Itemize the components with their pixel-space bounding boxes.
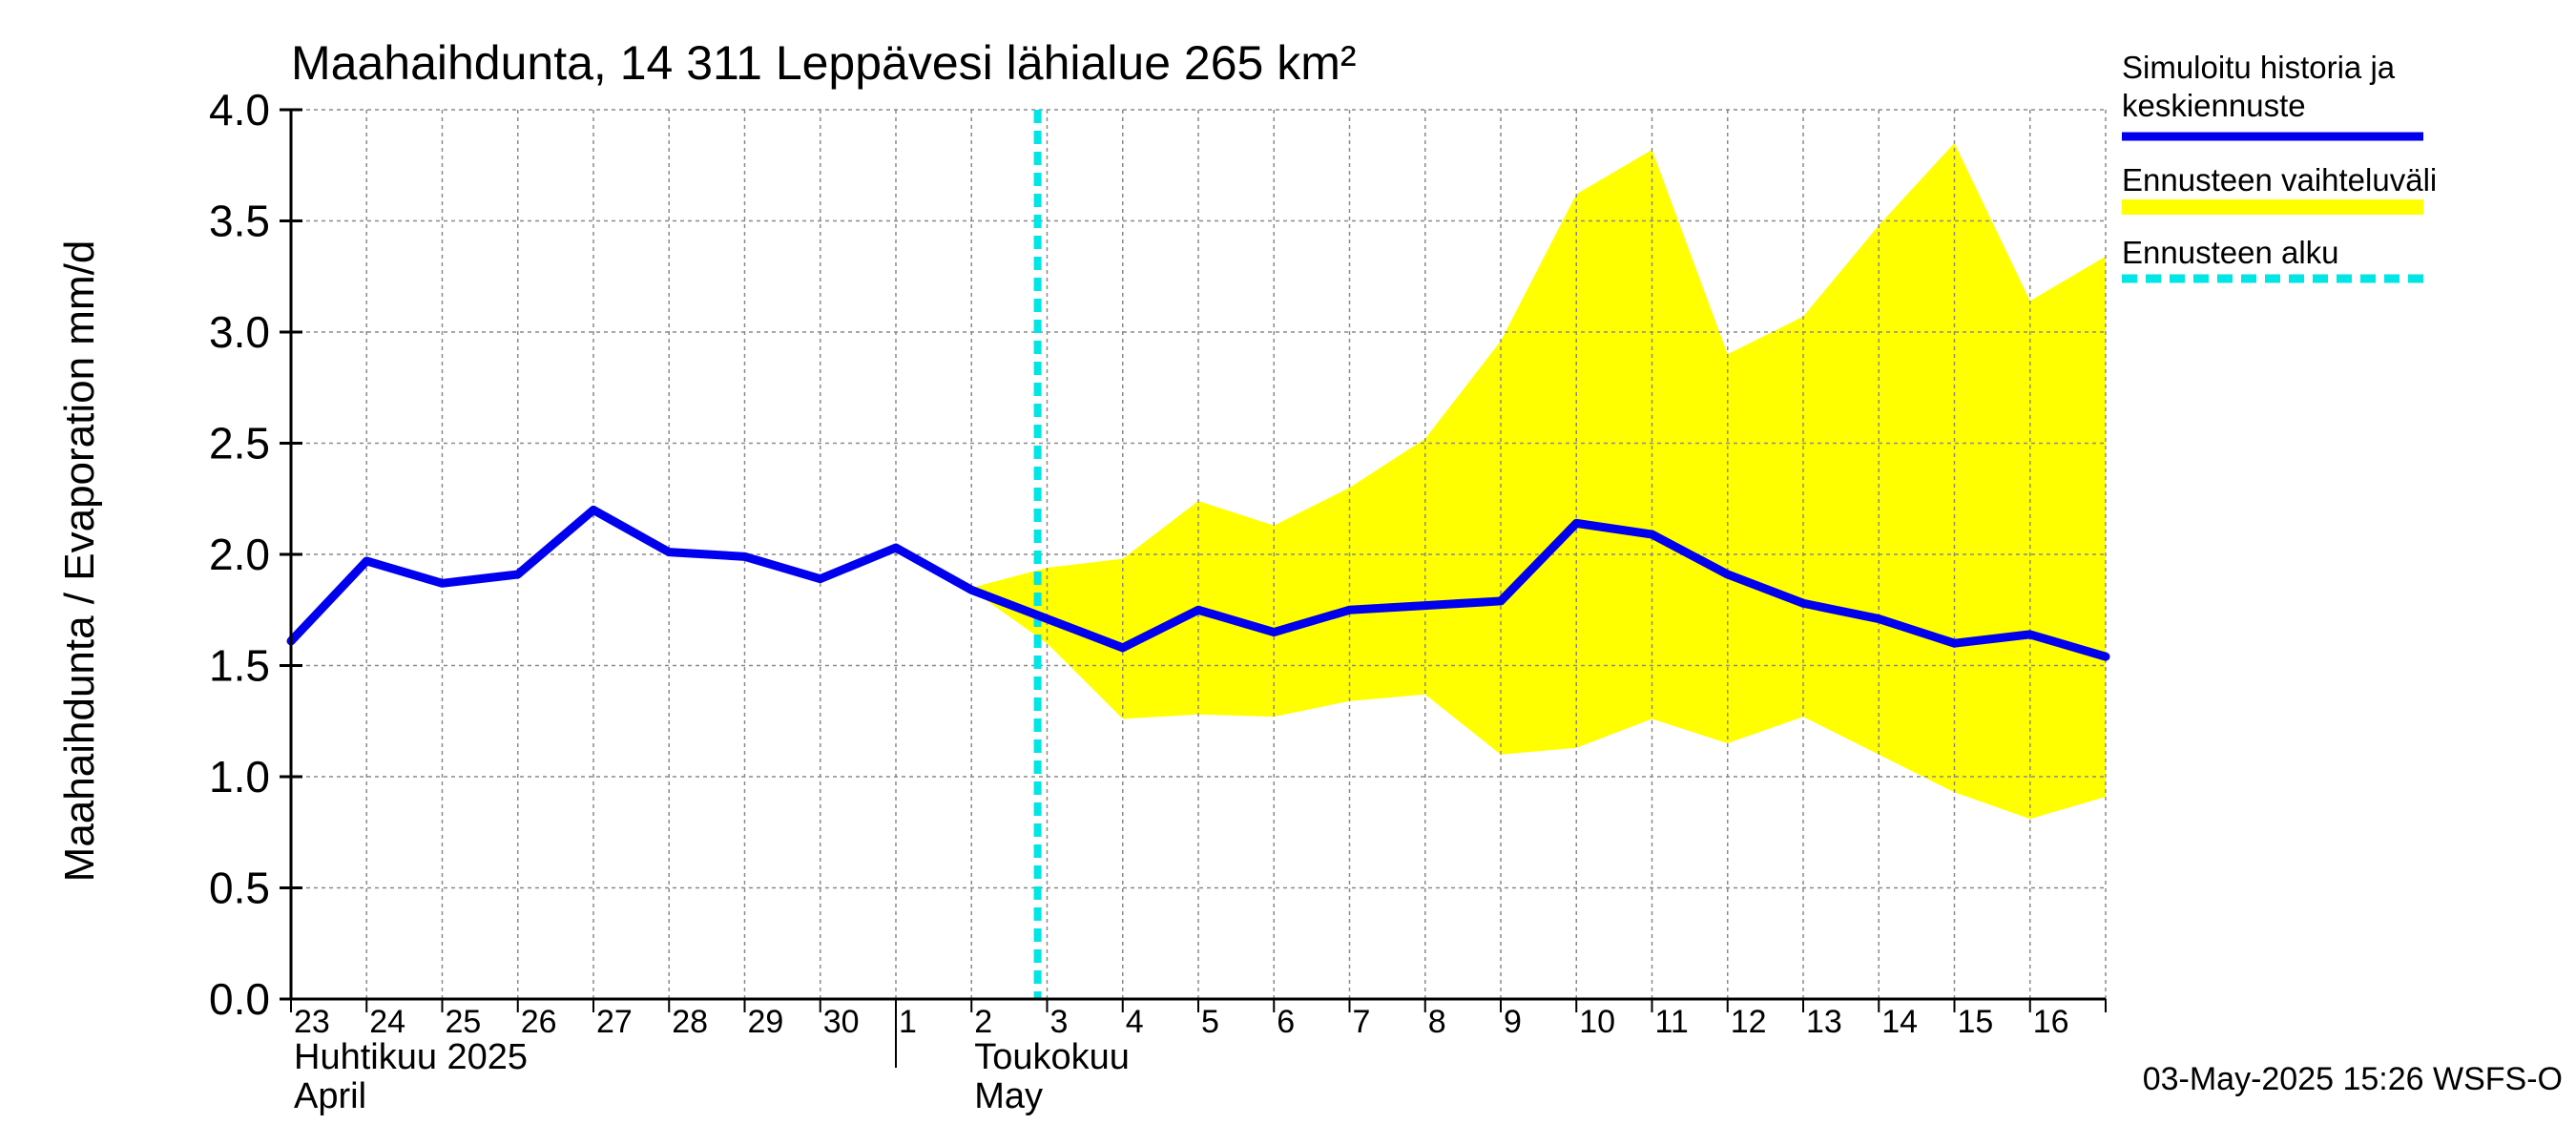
x-tick-label: 28 [672, 1004, 708, 1040]
legend-label: keskiennuste [2122, 88, 2306, 123]
forecast-range-band [971, 142, 2106, 820]
y-tick-label: 2.0 [209, 530, 270, 579]
x-tick-label: 24 [369, 1004, 405, 1040]
x-tick-label: 2 [974, 1004, 992, 1040]
x-tick-label: 14 [1881, 1004, 1918, 1040]
x-tick-label: 11 [1655, 1004, 1689, 1040]
x-tick-label: 10 [1579, 1004, 1615, 1040]
y-tick-label: 0.0 [209, 974, 270, 1024]
x-tick-label: 1 [899, 1004, 917, 1040]
x-tick-label: 30 [823, 1004, 860, 1040]
month-label-en: May [974, 1076, 1043, 1116]
x-tick-label: 16 [2033, 1004, 2069, 1040]
series-layer [286, 505, 2110, 661]
footer-timestamp: 03-May-2025 15:26 WSFS-O [2143, 1061, 2563, 1097]
x-tick-label: 23 [294, 1004, 330, 1040]
y-tick-label: 1.5 [209, 641, 270, 691]
forecast-range-band-layer [971, 142, 2106, 820]
y-tick-label: 3.0 [209, 307, 270, 357]
x-tick-label: 6 [1277, 1004, 1295, 1040]
month-label: Huhtikuu 2025 [294, 1037, 528, 1077]
grid-layer [291, 109, 2107, 1000]
x-tick-label: 15 [1958, 1004, 1994, 1040]
x-tick-label: 27 [596, 1004, 633, 1040]
ticks-layer: 0.00.51.01.52.02.53.03.54.023 24 25 26 27 28 2… [209, 85, 2107, 1116]
chart-title: Maahaihdunta, 14 311 Leppävesi lähialue … [291, 36, 1357, 90]
y-tick-label: 0.5 [209, 864, 270, 913]
x-tick-label: 12 [1731, 1004, 1767, 1040]
x-tick-label: 25 [446, 1004, 482, 1040]
y-tick-label: 2.5 [209, 419, 270, 468]
x-tick-label: 7 [1353, 1004, 1371, 1040]
x-tick-label: 8 [1428, 1004, 1446, 1040]
x-tick-label: 29 [748, 1004, 784, 1040]
x-tick-label: 9 [1504, 1004, 1522, 1040]
x-tick-label: 13 [1806, 1004, 1842, 1040]
x-tick-label: 3 [1050, 1004, 1069, 1040]
x-tick-label: 4 [1126, 1004, 1144, 1040]
legend-label: Simuloitu historia ja [2122, 50, 2396, 85]
y-tick-label: 4.0 [209, 85, 270, 135]
month-label: Toukokuu [974, 1037, 1130, 1077]
legend-label: Ennusteen vaihteluväli [2122, 162, 2437, 198]
y-tick-label: 3.5 [209, 197, 270, 246]
y-axis-label: Maahaihdunta / Evaporation mm/d [56, 240, 103, 883]
y-tick-label: 1.0 [209, 752, 270, 802]
month-label-en: April [294, 1076, 366, 1116]
legend-label: Ennusteen alku [2122, 235, 2339, 270]
x-tick-label: 5 [1201, 1004, 1219, 1040]
x-tick-label: 26 [521, 1004, 557, 1040]
